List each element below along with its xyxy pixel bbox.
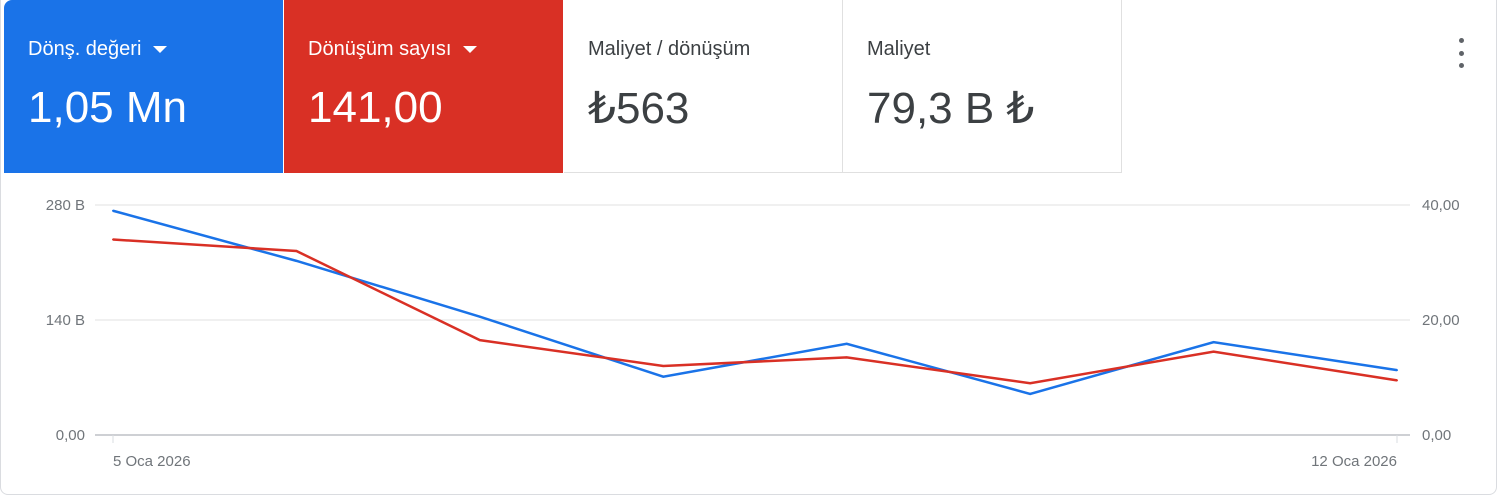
metric-value: 79,3 B ₺ (867, 84, 1035, 133)
data-point[interactable] (845, 356, 848, 359)
series-line-conv-value (112, 209, 1398, 396)
data-point[interactable] (478, 339, 481, 342)
metric-label: Maliyet (867, 38, 931, 60)
data-point[interactable] (1029, 382, 1032, 385)
y-left-tick: 0,00 (56, 427, 85, 444)
metric-label: Dönş. değeri (28, 38, 142, 60)
data-point[interactable] (295, 259, 298, 262)
series-line-conversions (112, 238, 1398, 385)
y-right-tick: 40,00 (1422, 197, 1460, 214)
y-right-tick: 20,00 (1422, 312, 1460, 329)
metric-tile-conversions[interactable]: Dönüşüm sayısı 141,00 (284, 0, 563, 173)
x-tick: 12 Oca 2026 (1311, 453, 1397, 470)
metric-tile-conv-value[interactable]: Dönş. değeri 1,05 Mn (4, 0, 283, 173)
data-point[interactable] (845, 342, 848, 345)
metric-value: 1,05 Mn (28, 83, 187, 132)
caret-down-icon[interactable] (463, 46, 478, 53)
metric-label: Dönüşüm sayısı (308, 38, 452, 60)
x-tick: 5 Oca 2026 (113, 453, 191, 470)
y-left-tick: 140 B (46, 312, 85, 329)
data-point[interactable] (112, 238, 114, 241)
y-left-tick: 280 B (46, 197, 85, 214)
data-point[interactable] (1212, 350, 1215, 353)
metric-tile-cost-per-conv[interactable]: Maliyet / dönüşüm ₺563 (564, 0, 843, 173)
data-point[interactable] (478, 315, 481, 318)
data-point[interactable] (662, 365, 665, 367)
metric-label: Maliyet / dönüşüm (588, 38, 751, 60)
data-point[interactable] (1396, 379, 1398, 382)
y-right-tick: 0,00 (1422, 427, 1451, 444)
metric-tile-cost[interactable]: Maliyet 79,3 B ₺ (843, 0, 1122, 173)
caret-down-icon[interactable] (153, 46, 168, 53)
data-point[interactable] (1396, 369, 1398, 372)
more-vert-icon[interactable] (1450, 38, 1472, 68)
metric-value: ₺563 (588, 84, 690, 133)
data-point[interactable] (295, 250, 298, 252)
data-point[interactable] (1212, 341, 1215, 344)
data-point[interactable] (662, 375, 665, 378)
data-point[interactable] (1029, 392, 1032, 395)
metric-value: 141,00 (308, 83, 443, 132)
data-point[interactable] (112, 209, 114, 212)
